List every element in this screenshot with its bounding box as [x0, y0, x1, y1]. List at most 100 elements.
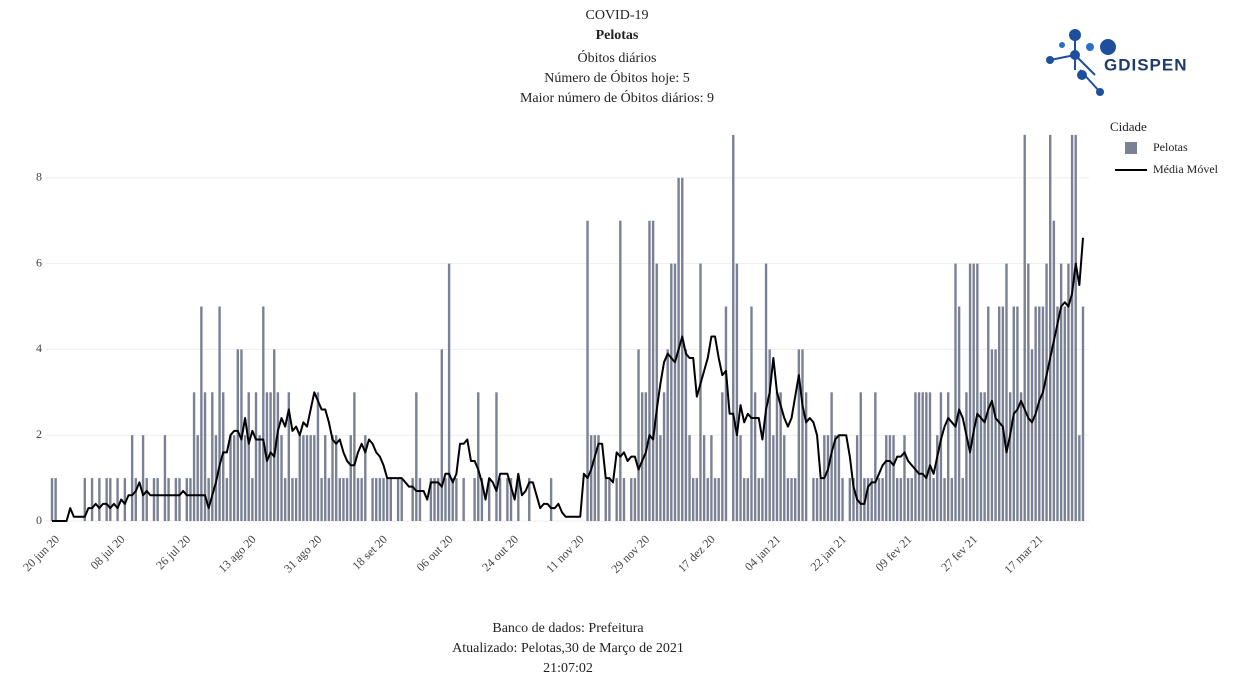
bar — [1081, 306, 1085, 521]
bar — [83, 478, 86, 521]
bar — [473, 478, 476, 521]
bar — [178, 478, 181, 521]
bar-series — [50, 134, 1085, 522]
bar — [480, 478, 484, 521]
bar — [440, 349, 444, 521]
bar — [90, 478, 94, 521]
line — [52, 237, 1084, 522]
bar — [269, 392, 272, 521]
bar — [1019, 392, 1023, 521]
bar — [881, 478, 884, 521]
bar — [950, 478, 954, 521]
bar — [455, 478, 458, 521]
bar — [298, 435, 301, 521]
footer: Atualizado: Pelotas,30 de Março de 2021 — [452, 641, 684, 656]
bar — [273, 349, 276, 521]
bar — [123, 478, 127, 521]
bar — [1052, 220, 1056, 521]
bar — [498, 478, 502, 521]
bar — [983, 392, 986, 521]
bar — [145, 478, 148, 521]
bar — [673, 263, 677, 521]
bar — [670, 263, 673, 521]
bar — [345, 478, 349, 521]
bar — [356, 478, 360, 521]
x-tick-label: 04 jan 21 — [742, 532, 783, 573]
bar — [495, 392, 498, 521]
bar — [604, 478, 607, 521]
bar — [834, 435, 837, 521]
bar — [211, 392, 214, 521]
bar — [229, 435, 232, 521]
bar — [302, 435, 305, 521]
bar — [196, 435, 199, 521]
bar — [258, 435, 261, 521]
bar — [200, 306, 203, 521]
bar — [280, 435, 283, 521]
bar — [896, 478, 899, 521]
bar — [793, 478, 797, 521]
bar — [327, 478, 331, 521]
bar — [852, 478, 855, 521]
bar — [764, 263, 768, 521]
bar — [451, 478, 454, 521]
bar — [739, 435, 742, 521]
bar — [874, 392, 877, 521]
footer: 21:07:02 — [543, 661, 593, 676]
bar — [648, 220, 651, 521]
bar — [961, 478, 964, 521]
bar — [141, 435, 145, 521]
bar — [691, 478, 695, 521]
bar — [644, 392, 648, 521]
bar — [116, 478, 119, 521]
bar — [892, 435, 895, 521]
bar — [589, 435, 593, 521]
bar — [396, 478, 400, 521]
bar — [528, 478, 531, 521]
bar — [294, 478, 298, 521]
bar — [1063, 306, 1066, 521]
bar — [772, 435, 775, 521]
bar — [947, 392, 950, 521]
bar — [1045, 263, 1048, 521]
bar — [415, 392, 418, 521]
x-tick-label: 11 nov 20 — [543, 532, 587, 576]
bar — [1059, 263, 1063, 521]
bar — [232, 435, 236, 521]
bar — [899, 478, 903, 521]
bar — [812, 478, 815, 521]
legend-label: Pelotas — [1153, 140, 1188, 154]
bar — [659, 435, 662, 521]
bar — [167, 478, 170, 521]
bar — [207, 478, 210, 521]
bar — [593, 435, 597, 521]
bar — [637, 349, 640, 521]
x-tick-label: 26 jul 20 — [153, 532, 193, 572]
bar — [1078, 435, 1081, 521]
bar — [320, 478, 323, 521]
bar — [965, 392, 968, 521]
bar — [444, 478, 447, 521]
bar — [506, 478, 509, 521]
bar — [721, 392, 724, 521]
x-tick-label: 18 set 20 — [349, 532, 390, 573]
bar — [313, 435, 316, 521]
bar — [688, 435, 691, 521]
bar — [717, 478, 720, 521]
bar — [921, 392, 924, 521]
bar — [236, 349, 239, 521]
bar — [342, 478, 345, 521]
bar — [109, 478, 112, 521]
bar — [819, 478, 822, 521]
bar — [349, 435, 352, 521]
bar — [1027, 263, 1030, 521]
x-tick-label: 17 mar 21 — [1001, 532, 1045, 576]
bar — [684, 349, 688, 521]
bar — [385, 478, 389, 521]
bar — [254, 392, 258, 521]
bar — [400, 478, 403, 521]
bar — [433, 478, 436, 521]
bar — [917, 392, 921, 521]
bar — [735, 263, 739, 521]
bar — [156, 478, 159, 521]
